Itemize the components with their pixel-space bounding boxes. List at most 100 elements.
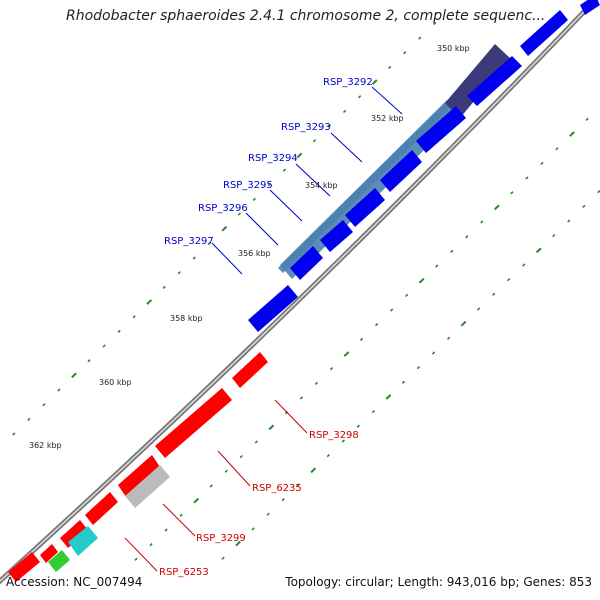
tick-mark [179,513,183,517]
tick-mark [403,51,407,55]
gene-label-rsp-3293[interactable]: RSP_3293 [281,122,331,133]
tick-mark [267,183,272,187]
tick-mark [585,117,589,122]
reverse-gene-arrow[interactable] [60,520,88,548]
kbp-label: 360 kbp [99,378,132,387]
tick-mark [341,439,345,443]
highlight-region [278,44,510,279]
tick-mark [327,124,332,128]
tick-mark [312,139,317,143]
tick-mark [134,557,138,561]
tick-mark [209,484,213,488]
kbp-label: 362 kbp [29,441,62,450]
forward-gene-track [248,0,600,332]
tick-mark [42,403,46,407]
gene-label-rsp-3299[interactable]: RSP_3299 [196,533,246,544]
tick-mark [224,469,228,473]
reverse-gene-arrow[interactable] [85,492,118,525]
tick-mark [329,367,334,371]
gene-label-rsp-6235[interactable]: RSP_6235 [252,483,302,494]
reverse-gene-arrow[interactable] [48,550,70,572]
tick-mark [268,424,275,431]
tick-mark [71,372,77,379]
tick-mark [342,109,347,114]
tick-mark [433,21,437,26]
tick-mark [418,36,422,40]
tick-mark [207,241,211,246]
reverse-gene-arrow[interactable] [118,455,160,497]
tick-mark [569,131,575,137]
tick-mark [371,409,376,414]
topology-summary: Topology: circular; Length: 943,016 bp; … [285,575,592,589]
gene-label-rsp-3292[interactable]: RSP_3292 [323,77,373,88]
reverse-gene-arrow[interactable] [232,352,268,388]
gene-label-rsp-6253[interactable]: RSP_6253 [159,567,209,578]
reverse-gene-arrow[interactable] [8,552,40,582]
gene-label-rsp-3296[interactable]: RSP_3296 [198,203,248,214]
reverse-gene-arrow[interactable] [40,544,58,563]
tick-mark [388,65,392,70]
tick-mark [401,380,406,384]
tick-mark [389,308,394,312]
tick-mark [507,278,511,282]
tick-mark [146,299,153,305]
tick-mark [356,424,360,428]
tick-mark [374,323,379,327]
tick-marks [12,21,600,561]
tick-mark [476,307,481,311]
tick-mark [535,247,542,254]
gene-label-rsp-3298[interactable]: RSP_3298 [309,430,359,441]
reverse-gene-arrow[interactable] [155,388,232,458]
forward-gene-arrow[interactable] [320,220,353,252]
tick-mark [435,264,439,268]
forward-gene-arrow[interactable] [380,150,422,192]
tick-mark [314,381,319,385]
forward-gene-arrow[interactable] [580,0,600,15]
tick-mark [480,220,484,224]
gene-label-rsp-3294[interactable]: RSP_3294 [248,153,298,164]
tick-mark [252,197,257,202]
tick-mark [450,249,454,253]
tick-mark [251,527,255,531]
tick-mark [193,497,200,504]
tick-mark [555,147,559,151]
forward-gene-arrow[interactable] [290,246,323,280]
forward-gene-arrow[interactable] [416,106,466,153]
tick-mark [254,440,258,444]
tick-mark [431,351,436,355]
tick-mark [492,292,496,296]
tick-mark [540,161,544,166]
tick-mark [405,293,409,297]
reverse-gene-arrow[interactable] [125,465,170,508]
tick-mark [162,285,166,290]
tick-mark [239,455,243,459]
tick-mark [460,320,467,327]
tick-mark [164,528,168,532]
tick-mark [149,543,153,547]
forward-gene-arrow[interactable] [520,10,568,56]
tick-mark [465,235,469,239]
tick-mark [117,329,121,333]
forward-gene-arrow[interactable] [467,56,522,106]
tick-mark [494,204,500,211]
tick-mark [87,359,91,363]
tick-mark [296,152,303,159]
gene-label-rsp-3297[interactable]: RSP_3297 [164,236,214,247]
kbp-label: 356 kbp [238,249,271,258]
forward-gene-arrow[interactable] [248,285,298,332]
tick-mark [221,225,228,232]
tick-mark [343,351,350,357]
gene-label-rsp-3295[interactable]: RSP_3295 [223,180,273,191]
tick-mark [12,432,16,436]
tick-mark [102,344,106,348]
tick-mark [177,271,181,275]
tick-mark [522,263,526,267]
reverse-gene-arrow[interactable] [68,526,98,556]
tick-mark [266,512,270,516]
tick-mark [582,204,586,208]
reverse-gene-track [8,352,268,582]
forward-gene-arrow[interactable] [345,188,385,227]
tick-mark [567,219,571,223]
